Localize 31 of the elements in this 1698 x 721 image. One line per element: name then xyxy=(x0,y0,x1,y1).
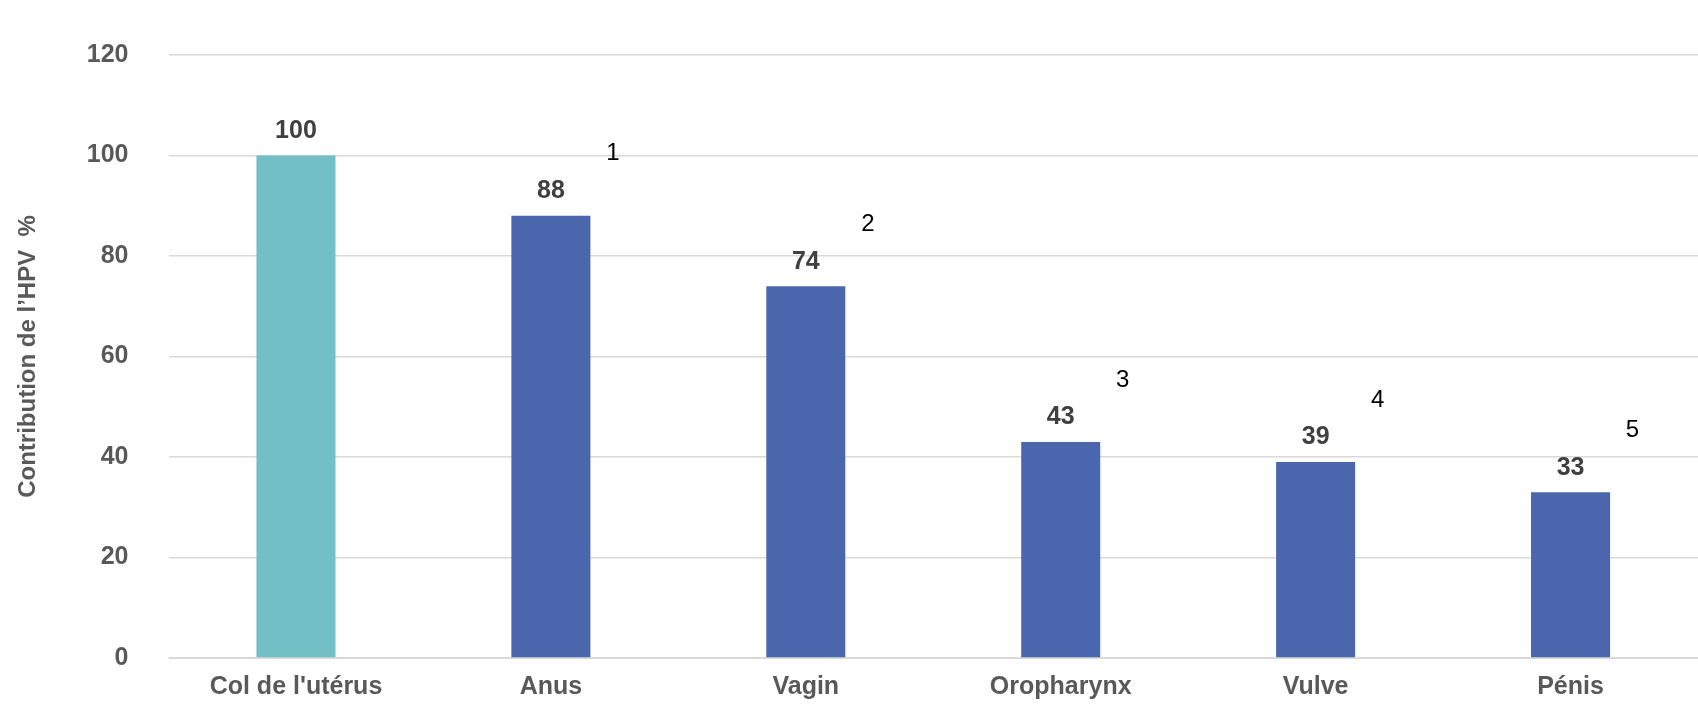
x-tick-label: Vulve xyxy=(1282,670,1349,699)
bar xyxy=(511,215,591,658)
y-axis-title: Contribution de l’HPV % xyxy=(13,215,41,498)
data-label: 88 xyxy=(536,175,565,204)
data-label: 39 xyxy=(1301,421,1330,450)
y-tick-label: 40 xyxy=(100,440,129,469)
annotation: 5 xyxy=(1625,414,1640,442)
y-tick-label: 0 xyxy=(114,641,129,670)
data-label: 33 xyxy=(1556,451,1585,480)
data-label: 74 xyxy=(791,245,820,274)
x-tick-label: Anus xyxy=(519,670,583,699)
annotation: 2 xyxy=(861,208,875,236)
bar xyxy=(1276,462,1356,658)
bar xyxy=(1021,441,1101,658)
x-tick-label: Oropharynx xyxy=(989,670,1132,699)
bar xyxy=(256,155,336,658)
y-tick-label: 60 xyxy=(100,340,129,369)
bar xyxy=(766,286,846,658)
annotation: 1 xyxy=(606,138,620,166)
x-tick-label: Pénis xyxy=(1537,670,1604,699)
data-label: 100 xyxy=(275,114,317,143)
y-tick-label: 80 xyxy=(100,239,129,268)
x-tick-label: Col de l'utérus xyxy=(209,670,383,699)
y-tick-label: 20 xyxy=(100,541,129,570)
data-label: 43 xyxy=(1046,401,1075,430)
bar xyxy=(1531,492,1611,658)
y-tick-label: 120 xyxy=(86,38,129,67)
x-tick-label: Vagin xyxy=(772,670,840,699)
annotation: 4 xyxy=(1370,384,1385,412)
annotation: 3 xyxy=(1116,364,1130,392)
y-tick-label: 100 xyxy=(86,139,129,168)
